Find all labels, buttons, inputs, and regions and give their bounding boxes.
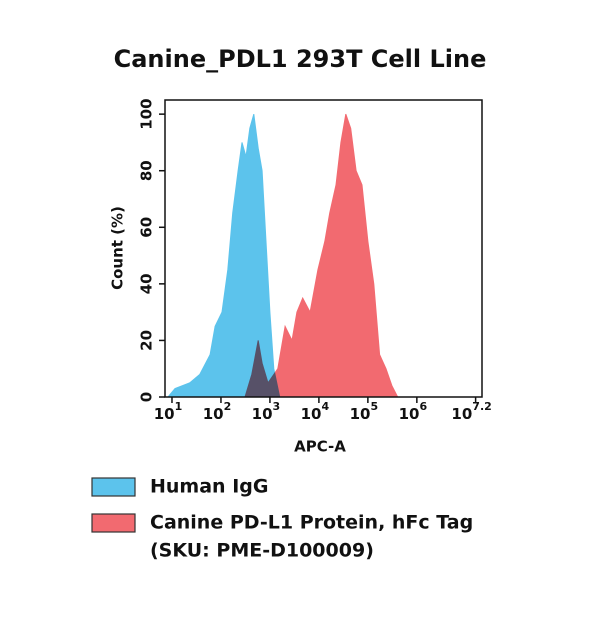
x-tick-base: 10 [154,405,175,423]
x-tick-label: 101 [154,400,183,423]
x-tick-base: 10 [350,405,371,423]
legend-swatch [91,513,136,533]
x-tick-label: 105 [350,400,379,423]
legend-note: (SKU: PME-D100009) [150,540,374,562]
x-tick-base: 10 [203,405,224,423]
y-tick-label: 40 [138,273,156,294]
x-tick-exponent: 4 [322,400,330,413]
x-axis-label: APC-A [294,438,346,456]
y-tick-label: 20 [138,330,156,351]
x-tick-label: 102 [203,400,232,423]
x-tick-exponent: 5 [370,400,378,413]
plot-frame [164,99,483,398]
x-tick-label: 107.2 [451,400,491,423]
y-tick-label: 0 [138,392,156,402]
x-tick-label: 103 [252,400,281,423]
chart-title: Canine_PDL1 293T Cell Line [114,45,487,73]
x-tick-base: 10 [451,405,472,423]
x-tick-exponent: 2 [224,400,232,413]
x-tick-label: 104 [301,400,330,423]
x-tick-exponent: 7.2 [472,400,492,413]
x-tick-base: 10 [399,405,420,423]
histogram-area [166,113,281,398]
x-tick-exponent: 1 [175,400,183,413]
legend-label: Canine PD-L1 Protein, hFc Tag [150,512,473,534]
legend-swatch [91,477,136,497]
legend-label: Human IgG [150,476,268,498]
y-axis-label: Count (%) [109,206,127,290]
y-tick-label: 80 [138,160,156,181]
x-tick-exponent: 3 [273,400,281,413]
y-tick-label: 60 [138,217,156,238]
x-tick-label: 106 [399,400,428,423]
x-tick-base: 10 [252,405,273,423]
x-tick-base: 10 [301,405,322,423]
x-tick-exponent: 6 [419,400,427,413]
y-tick-label: 100 [138,98,156,129]
